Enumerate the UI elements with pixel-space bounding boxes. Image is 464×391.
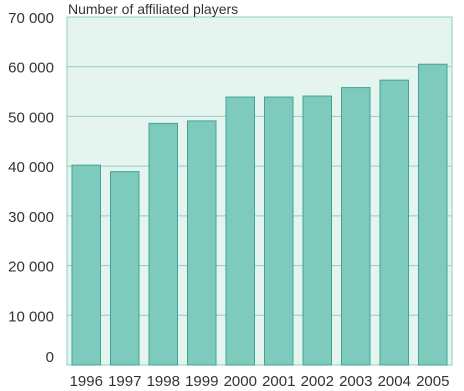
y-tick-labels: 0 10 000 20 000 30 000 40 000 50 000 60 000 70 … xyxy=(8,10,54,366)
x-tick-label: 2005 xyxy=(416,373,449,390)
y-axis-label: Number of affiliated players xyxy=(68,1,238,17)
x-tick-label: 1996 xyxy=(70,373,103,390)
bar-1998 xyxy=(148,122,178,366)
y-tick-label: 0 xyxy=(46,349,54,366)
x-tick-label: 2001 xyxy=(262,373,295,390)
x-tick-label: 2003 xyxy=(339,373,372,390)
bar-2005 xyxy=(418,63,448,366)
y-tick-label: 30 000 xyxy=(8,209,54,226)
bars xyxy=(71,63,448,366)
bar-1999 xyxy=(187,120,217,366)
bar-2003 xyxy=(341,87,371,366)
y-tick-label: 10 000 xyxy=(8,308,54,325)
y-tick-label: 40 000 xyxy=(8,159,54,176)
y-tick-label: 60 000 xyxy=(8,60,54,77)
x-tick-label: 2002 xyxy=(301,373,334,390)
x-tick-labels: 1996 1997 1998 1999 2000 2001 2002 2003 2004 2005 xyxy=(70,373,450,390)
bar-2000 xyxy=(225,96,255,366)
bar-1996 xyxy=(71,164,101,366)
x-tick-label: 2000 xyxy=(224,373,257,390)
x-tick-label: 1998 xyxy=(147,373,180,390)
y-tick-label: 20 000 xyxy=(8,259,54,276)
bar-1997 xyxy=(110,171,140,366)
bar-2001 xyxy=(264,96,294,366)
y-tick-label: 50 000 xyxy=(8,109,54,126)
x-tick-label: 2004 xyxy=(378,373,411,390)
bar-2004 xyxy=(379,79,409,366)
y-tick-label: 70 000 xyxy=(8,10,54,27)
bar-2002 xyxy=(302,95,332,366)
x-tick-label: 1997 xyxy=(108,373,141,390)
x-tick-label: 1999 xyxy=(185,373,218,390)
